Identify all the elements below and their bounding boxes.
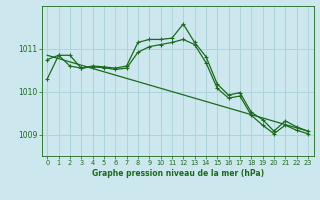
X-axis label: Graphe pression niveau de la mer (hPa): Graphe pression niveau de la mer (hPa) bbox=[92, 169, 264, 178]
